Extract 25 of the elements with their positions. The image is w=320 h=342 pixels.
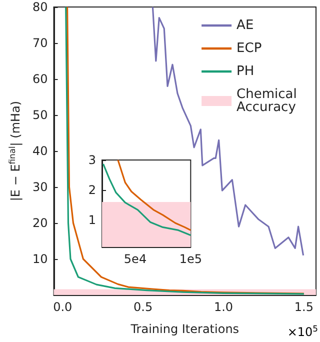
y-tick-label: 2	[88, 183, 96, 197]
line-series	[102, 163, 192, 236]
y-tick-label: 10	[32, 252, 48, 266]
y-axis-title: |E − Efinal| (mHa)	[7, 100, 23, 202]
legend-label: PH	[236, 64, 254, 79]
line-series	[117, 159, 192, 231]
y-tick-label: 80	[32, 0, 48, 14]
x-tick-label: 1e5	[179, 252, 202, 266]
x-tick-label: 0.0	[53, 300, 72, 314]
legend-label: ECP	[236, 41, 262, 56]
x-tick-label: 1.0	[214, 300, 234, 314]
x-tick-label: 5e4	[124, 252, 147, 266]
y-tick-label: 1	[88, 213, 96, 227]
y-tick-label: 3	[88, 153, 96, 167]
x-tick-label: 0.5	[134, 300, 153, 314]
x-axis-title: Training Iterations	[130, 322, 240, 336]
y-tick-label: 60	[32, 72, 48, 86]
legend-label: AE	[236, 18, 254, 33]
y-tick-label: 50	[32, 108, 48, 122]
x-tick-label: 1.5	[294, 300, 314, 314]
legend-label: Chemical Accuracy	[236, 87, 302, 115]
y-tick-label: 70	[32, 36, 48, 50]
y-tick-label: 30	[32, 180, 48, 194]
y-tick-label: 20	[32, 216, 48, 230]
y-tick-label: 40	[32, 144, 48, 158]
